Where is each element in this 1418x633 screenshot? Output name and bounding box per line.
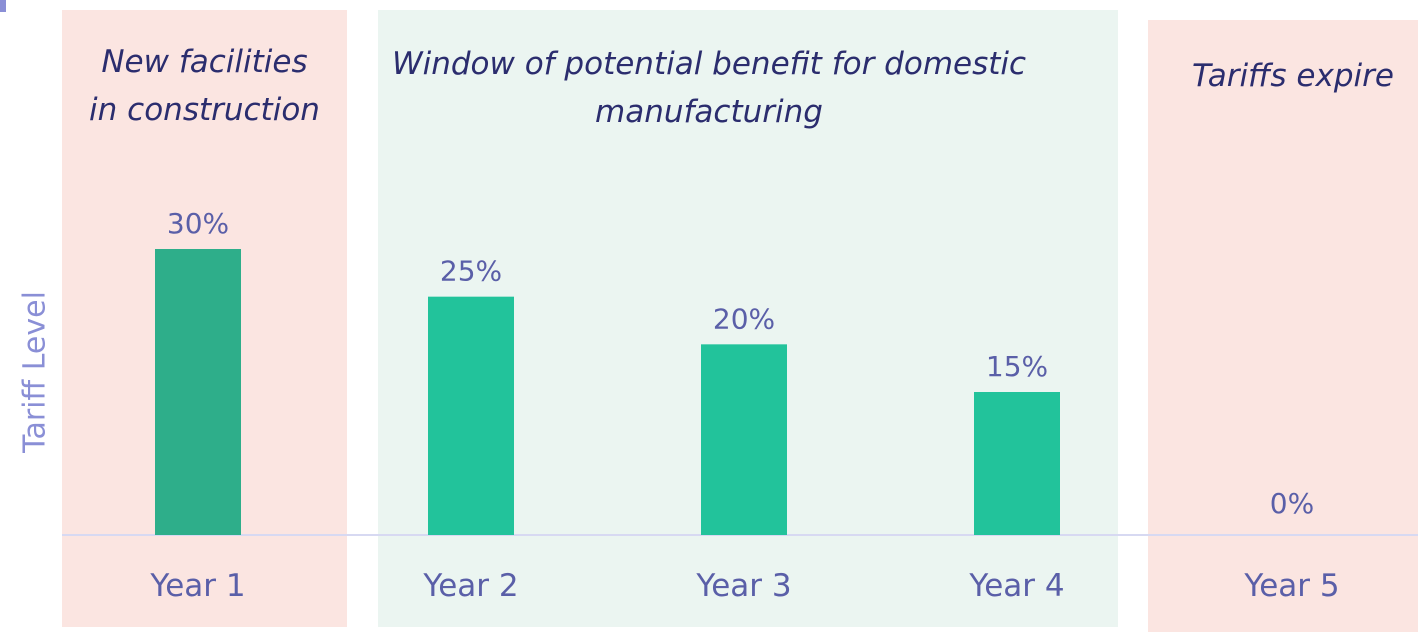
tick-label-year-4: Year 4 [968,568,1064,604]
tick-label-year-5: Year 5 [1243,568,1339,604]
phase-title-construction-line-2: in construction [89,92,320,128]
bar-year-3 [701,344,787,535]
bar-year-4 [974,392,1060,535]
tick-label-year-2: Year 2 [422,568,518,604]
phase-title-construction: New facilities in construction [62,38,347,134]
data-label-year-4: 15% [986,350,1048,383]
phase-title-construction-line-1: New facilities [101,44,308,80]
tick-label-year-3: Year 3 [695,568,791,604]
phase-title-window-line-1: Window of potential benefit for domestic [391,46,1027,82]
phase-title-window-line-2: manufacturing [595,94,823,130]
phase-title-window: Window of potential benefit for domestic… [378,40,1040,136]
data-label-year-2: 25% [440,255,502,288]
corner-mark [0,0,6,12]
data-label-year-3: 20% [713,302,775,335]
bar-year-1 [155,249,241,535]
data-label-year-5: 0% [1270,487,1314,520]
data-label-year-1: 30% [167,207,229,240]
bar-year-2 [428,296,514,535]
phase-title-expire: Tariffs expire [1148,52,1418,100]
y-axis-label: Tariff Level [17,291,53,453]
phase-panel-3 [1148,20,1418,632]
tick-label-year-1: Year 1 [149,568,245,604]
phase-title-expire-line-1: Tariffs expire [1192,58,1394,94]
